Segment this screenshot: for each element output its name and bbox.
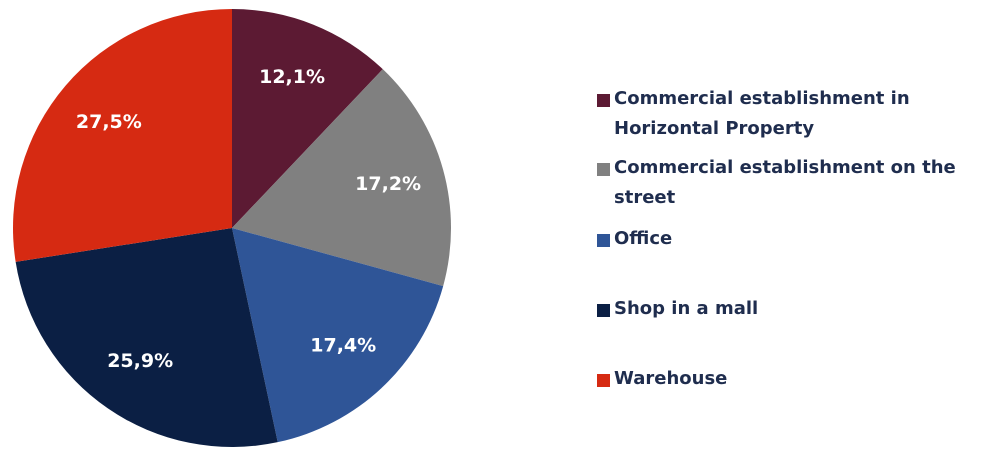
pie-slice [232,228,444,443]
legend-swatch [597,374,610,387]
pie-slice [15,228,278,447]
legend-label: Shop in a mall [614,298,759,319]
pie-slice [232,9,383,228]
legend-swatch [597,163,610,176]
slice-label: 25,9% [107,350,173,372]
legend-swatch [597,94,610,107]
legend-label: Commercial establishment in Horizontal P… [614,88,910,139]
legend-label: Office [614,228,673,249]
legend-item: Commercial establishment on the street [597,157,977,213]
legend-item: Office [597,228,977,254]
legend-label: Commercial establishment on the street [614,157,956,208]
legend-item: Commercial establishment in Horizontal P… [597,88,977,144]
pie-slice [232,69,451,287]
slice-label: 17,4% [310,334,376,356]
slice-label: 17,2% [355,173,421,195]
legend-item: Shop in a mall [597,298,977,324]
slice-label: 12,1% [259,66,325,88]
pie-slice [12,8,232,262]
slice-label: 27,5% [76,111,142,133]
legend-swatch [597,304,610,317]
legend-swatch [597,234,610,247]
legend-item: Warehouse [597,368,977,394]
legend-label: Warehouse [614,368,728,389]
